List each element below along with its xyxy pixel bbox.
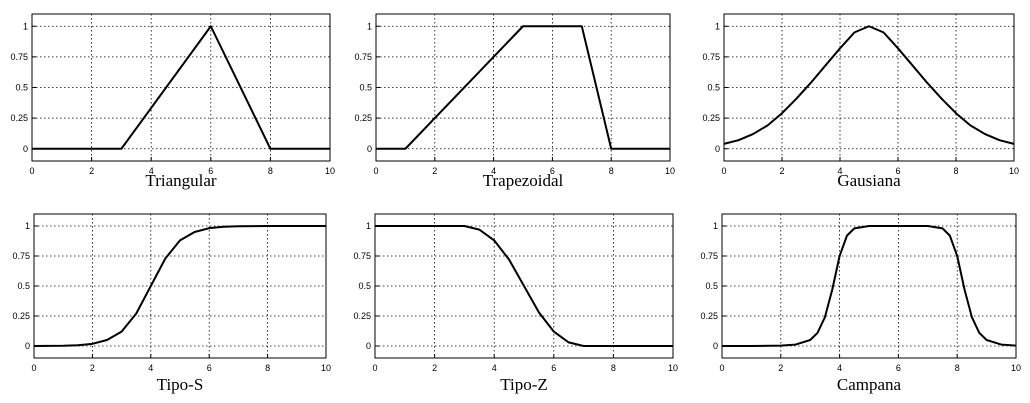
x-tick-label: 4 bbox=[491, 166, 496, 176]
y-tick-label: 0 bbox=[23, 144, 28, 154]
chart-panel: 0 2 4 6 8 10 0 0.25 0.5 0.75 1 Gausiana bbox=[702, 13, 1019, 190]
x-tick-label: 0 bbox=[721, 166, 726, 176]
x-tick-label: 10 bbox=[665, 166, 675, 176]
x-tick-label: 6 bbox=[208, 166, 213, 176]
x-tick-label: 0 bbox=[372, 363, 377, 373]
y-tick-label: 0.75 bbox=[10, 52, 28, 62]
y-tick-label: 0 bbox=[713, 341, 718, 351]
y-tick-label: 0.75 bbox=[354, 52, 372, 62]
chart-title: Gausiana bbox=[837, 171, 901, 190]
chart-title: Tipo-Z bbox=[500, 375, 548, 394]
series-line bbox=[32, 25, 330, 150]
x-tick-label: 8 bbox=[611, 363, 616, 373]
series-line bbox=[375, 225, 673, 347]
x-tick-label: 0 bbox=[31, 363, 36, 373]
y-tick-label: 1 bbox=[715, 21, 720, 31]
y-tick-label: 0 bbox=[367, 144, 372, 154]
y-tick-label: 0 bbox=[715, 144, 720, 154]
y-tick-label: 0 bbox=[25, 341, 30, 351]
y-tick-label: 0.5 bbox=[707, 83, 720, 93]
x-tick-label: 2 bbox=[779, 166, 784, 176]
chart-title: Triangular bbox=[145, 171, 216, 190]
y-tick-label: 0.25 bbox=[10, 113, 28, 123]
x-tick-label: 4 bbox=[837, 363, 842, 373]
x-tick-label: 2 bbox=[89, 166, 94, 176]
x-tick-label: 0 bbox=[719, 363, 724, 373]
x-tick-label: 6 bbox=[207, 363, 212, 373]
x-tick-label: 10 bbox=[668, 363, 678, 373]
chart-panel: 0 2 4 6 8 10 0 0.25 0.5 0.75 1 Triangular bbox=[10, 13, 335, 190]
y-tick-label: 0.75 bbox=[12, 251, 30, 261]
chart-panel: 0 2 4 6 8 10 0 0.25 0.5 0.75 1 Tipo-S bbox=[12, 213, 331, 394]
chart-panel: 0 2 4 6 8 10 0 0.25 0.5 0.75 1 Campana bbox=[700, 213, 1021, 394]
x-tick-label: 10 bbox=[1011, 363, 1021, 373]
x-tick-label: 10 bbox=[321, 363, 331, 373]
y-tick-label: 0.75 bbox=[700, 251, 718, 261]
x-tick-label: 10 bbox=[1009, 166, 1019, 176]
x-tick-label: 6 bbox=[896, 363, 901, 373]
x-tick-label: 0 bbox=[373, 166, 378, 176]
x-tick-label: 6 bbox=[550, 166, 555, 176]
x-tick-label: 10 bbox=[325, 166, 335, 176]
x-tick-label: 4 bbox=[148, 363, 153, 373]
x-tick-label: 8 bbox=[609, 166, 614, 176]
y-tick-label: 0.25 bbox=[353, 311, 371, 321]
x-tick-label: 6 bbox=[551, 363, 556, 373]
y-tick-label: 0.25 bbox=[12, 311, 30, 321]
y-tick-label: 0 bbox=[366, 341, 371, 351]
x-tick-label: 2 bbox=[90, 363, 95, 373]
series-line bbox=[722, 225, 1017, 347]
y-tick-label: 0.5 bbox=[359, 83, 372, 93]
chart-title: Tipo-S bbox=[157, 375, 204, 394]
series-line bbox=[376, 25, 670, 150]
y-tick-label: 0.5 bbox=[15, 83, 28, 93]
y-tick-label: 1 bbox=[366, 221, 371, 231]
x-tick-label: 8 bbox=[268, 166, 273, 176]
y-tick-label: 0.75 bbox=[702, 52, 720, 62]
chart-title: Campana bbox=[837, 375, 902, 394]
y-tick-label: 1 bbox=[25, 221, 30, 231]
y-tick-label: 1 bbox=[23, 21, 28, 31]
y-tick-label: 0.25 bbox=[702, 113, 720, 123]
x-tick-label: 8 bbox=[265, 363, 270, 373]
y-tick-label: 1 bbox=[713, 221, 718, 231]
y-tick-label: 0.75 bbox=[353, 251, 371, 261]
y-tick-label: 0.25 bbox=[700, 311, 718, 321]
x-tick-label: 4 bbox=[492, 363, 497, 373]
chart-title: Trapezoidal bbox=[483, 171, 564, 190]
x-tick-label: 8 bbox=[953, 166, 958, 176]
x-tick-label: 2 bbox=[778, 363, 783, 373]
x-tick-label: 6 bbox=[895, 166, 900, 176]
x-tick-label: 2 bbox=[432, 166, 437, 176]
series-line bbox=[723, 25, 1015, 145]
y-tick-label: 0.5 bbox=[358, 281, 371, 291]
x-tick-label: 8 bbox=[955, 363, 960, 373]
chart-panel: 0 2 4 6 8 10 0 0.25 0.5 0.75 1 Trapezoidal bbox=[354, 13, 675, 190]
y-tick-label: 0.25 bbox=[354, 113, 372, 123]
x-tick-label: 4 bbox=[837, 166, 842, 176]
series-line bbox=[33, 225, 326, 347]
y-tick-label: 0.5 bbox=[17, 281, 30, 291]
x-tick-label: 0 bbox=[29, 166, 34, 176]
x-tick-label: 4 bbox=[149, 166, 154, 176]
x-tick-label: 2 bbox=[432, 363, 437, 373]
chart-panel: 0 2 4 6 8 10 0 0.25 0.5 0.75 1 Tipo-Z bbox=[353, 213, 678, 394]
y-tick-label: 0.5 bbox=[705, 281, 718, 291]
y-tick-label: 1 bbox=[367, 21, 372, 31]
